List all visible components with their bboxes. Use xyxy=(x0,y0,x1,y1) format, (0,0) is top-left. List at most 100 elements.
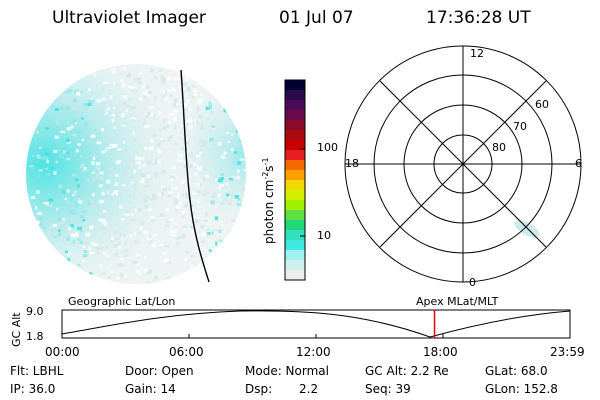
aurora-speckle xyxy=(53,149,58,153)
aurora-speckle xyxy=(164,97,169,101)
aurora-speckle xyxy=(57,222,62,226)
aurora-speckle xyxy=(58,246,63,249)
aurora-speckle xyxy=(65,101,69,104)
aurora-speckle xyxy=(162,251,167,255)
colorbar-stripe xyxy=(285,130,305,141)
aurora-speckle xyxy=(102,134,107,138)
aurora-speckle xyxy=(164,259,167,263)
aurora-speckle xyxy=(215,129,218,132)
aurora-speckle xyxy=(54,108,59,111)
aurora-speckle xyxy=(119,257,124,261)
aurora-speckle xyxy=(218,229,222,233)
aurora-speckle xyxy=(102,252,107,255)
aurora-speckle xyxy=(87,102,92,106)
aurora-speckle xyxy=(188,118,193,123)
dsp-value: 2.2 xyxy=(299,382,319,396)
aurora-speckle xyxy=(190,204,195,207)
aurora-speckle xyxy=(151,115,155,118)
aurora-speckle xyxy=(115,105,120,109)
aurora-speckle xyxy=(78,200,83,204)
aurora-speckle xyxy=(168,135,173,139)
colorbar-stripe xyxy=(285,240,305,251)
aurora-speckle xyxy=(155,171,159,176)
aurora-speckle xyxy=(140,267,143,271)
aurora-speckle xyxy=(193,90,198,93)
aurora-speckle xyxy=(75,233,79,237)
aurora-speckle xyxy=(185,195,190,199)
aurora-speckle xyxy=(183,164,188,169)
aurora-speckle xyxy=(201,231,204,235)
aurora-speckle xyxy=(111,68,117,71)
aurora-speckle xyxy=(138,272,142,276)
aurora-speckle xyxy=(118,160,122,163)
aurora-speckle xyxy=(161,169,167,174)
aurora-speckle xyxy=(73,98,77,103)
aurora-speckle xyxy=(147,91,152,95)
aurora-speckle xyxy=(106,254,109,257)
aurora-speckle xyxy=(169,93,173,97)
aurora-speckle xyxy=(170,187,174,190)
aurora-speckle xyxy=(58,229,61,233)
aurora-speckle xyxy=(124,241,128,245)
aurora-speckle xyxy=(54,235,57,238)
aurora-speckle xyxy=(76,130,82,134)
aurora-speckle xyxy=(43,202,48,205)
aurora-speckle xyxy=(120,218,125,221)
aurora-speckle xyxy=(76,102,80,107)
aurora-speckle xyxy=(181,146,185,151)
aurora-speckle xyxy=(78,170,82,174)
aurora-speckle xyxy=(212,192,218,195)
aurora-speckle xyxy=(190,264,194,269)
aurora-speckle xyxy=(188,108,193,112)
aurora-speckle xyxy=(65,151,70,154)
aurora-speckle xyxy=(101,87,105,92)
aurora-speckle xyxy=(154,161,158,166)
aurora-speckle xyxy=(83,241,89,246)
aurora-speckle xyxy=(52,105,55,109)
aurora-speckle xyxy=(107,276,112,279)
aurora-speckle xyxy=(164,91,167,96)
aurora-speckle xyxy=(32,154,36,158)
colorbar-stripe xyxy=(285,80,305,91)
aurora-speckle xyxy=(73,193,77,196)
aurora-speckle xyxy=(159,69,162,72)
aurora-speckle xyxy=(172,117,177,121)
aurora-speckle xyxy=(98,226,104,231)
aurora-speckle xyxy=(168,191,174,194)
aurora-speckle xyxy=(159,244,164,247)
aurora-speckle xyxy=(192,191,197,195)
aurora-speckle xyxy=(72,119,78,123)
aurora-speckle xyxy=(71,133,76,137)
aurora-speckle xyxy=(67,226,72,231)
aurora-speckle xyxy=(133,78,137,81)
aurora-speckle xyxy=(125,210,129,213)
aurora-speckle xyxy=(171,87,176,92)
aurora-speckle xyxy=(217,146,222,150)
aurora-speckle xyxy=(38,146,42,149)
aurora-speckle xyxy=(69,102,72,106)
aurora-speckle xyxy=(102,272,106,275)
aurora-speckle xyxy=(128,98,133,101)
aurora-speckle xyxy=(202,141,207,146)
aurora-speckle xyxy=(129,166,132,169)
aurora-speckle xyxy=(114,182,118,187)
aurora-speckle xyxy=(120,197,123,201)
aurora-speckle xyxy=(45,167,48,170)
aurora-speckle xyxy=(181,233,187,238)
aurora-speckle xyxy=(233,142,238,147)
colorbar-stripe xyxy=(285,190,305,201)
aurora-speckle xyxy=(149,112,154,117)
aurora-speckle xyxy=(101,114,107,118)
aurora-speckle xyxy=(48,201,52,205)
aurora-speckle xyxy=(66,189,70,193)
aurora-speckle xyxy=(101,225,107,229)
aurora-speckle xyxy=(204,174,210,178)
aurora-speckle xyxy=(154,275,158,280)
aurora-speckle xyxy=(132,192,136,196)
aurora-speckle xyxy=(58,136,62,139)
aurora-speckle xyxy=(78,187,82,191)
aurora-speckle xyxy=(116,206,121,211)
ring-label-80: 80 xyxy=(492,141,506,154)
